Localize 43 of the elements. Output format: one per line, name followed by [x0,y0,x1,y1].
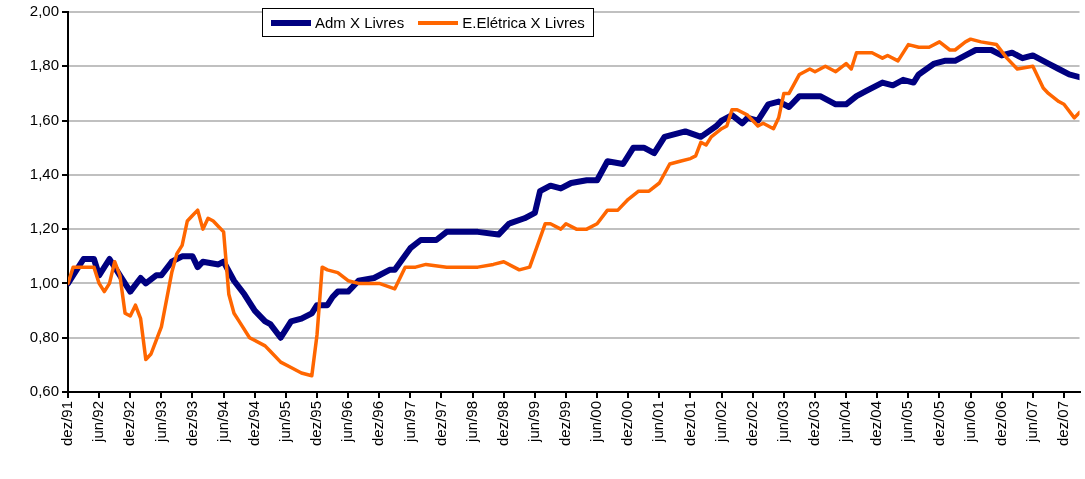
y-tick-label: 0,80 [29,327,59,345]
x-tick-label: dez/04 [867,401,885,447]
x-tick-label: jun/97 [400,401,418,443]
y-tick-label: 1,00 [29,273,59,291]
x-tick-label: jun/07 [1022,401,1040,443]
x-tick-label: jun/94 [213,401,231,443]
x-tick-label: jun/01 [649,401,667,443]
x-tick-label: jun/92 [89,401,107,443]
x-tick-label: jun/05 [898,401,916,443]
x-tick-label: dez/94 [244,401,262,447]
x-tick-label: dez/01 [680,401,698,447]
x-tick-label: jun/02 [711,401,729,443]
x-tick-label: dez/07 [1054,401,1072,447]
x-tick-label: jun/96 [338,401,356,443]
y-tick-label: 1,80 [29,56,59,74]
x-tick-label: dez/92 [120,401,138,447]
x-tick-label: jun/06 [960,401,978,443]
x-tick-label: jun/95 [276,401,294,443]
x-tick-label: dez/96 [369,401,387,447]
x-tick-label: dez/93 [182,401,200,447]
x-tick-label: jun/00 [587,401,605,443]
x-tick-label: jun/04 [836,401,854,443]
x-tick-label: dez/02 [742,401,760,447]
x-tick-label: dez/00 [618,401,636,447]
x-tick-label: dez/99 [556,401,574,447]
x-tick-label: dez/06 [991,401,1009,447]
x-tick-label: jun/98 [462,401,480,443]
x-tick-label: dez/98 [493,401,511,447]
x-tick-label: jun/93 [151,401,169,443]
x-tick-label: jun/03 [773,401,791,443]
y-tick-label: 1,60 [29,110,59,128]
y-tick-label: 1,40 [29,165,59,182]
y-tick-label: 1,20 [29,219,59,237]
x-tick-label: dez/05 [929,401,947,447]
y-tick-label: 2,00 [29,2,59,20]
x-tick-label: dez/97 [431,401,449,447]
x-tick-label: dez/95 [307,401,325,447]
legend-label: Adm X Livres [315,14,405,31]
y-tick-label: 0,60 [29,382,59,400]
x-tick-label: dez/03 [805,401,823,447]
x-tick-label: jun/99 [525,401,542,443]
legend-label: E.Elétrica X Livres [462,14,585,31]
x-tick-label: dez/91 [58,401,76,447]
